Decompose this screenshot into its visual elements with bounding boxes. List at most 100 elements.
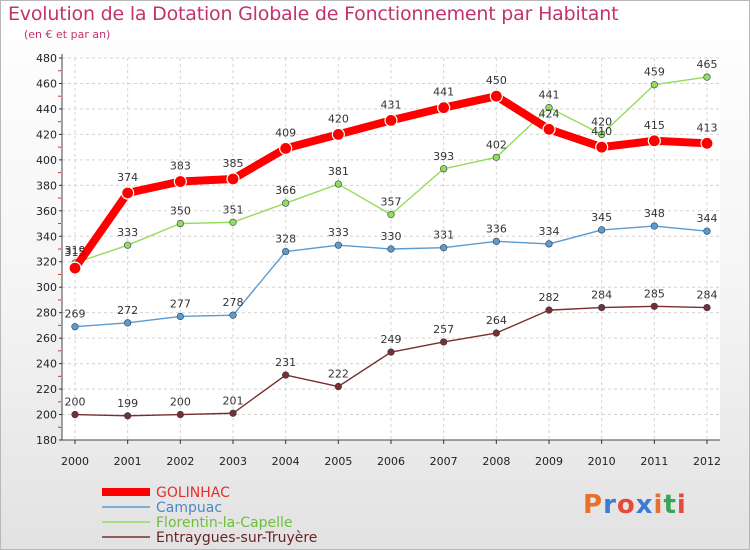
data-point: [387, 211, 395, 219]
data-point: [545, 306, 553, 314]
data-point: [176, 312, 184, 321]
x-tick-label: 2008: [482, 455, 510, 468]
data-label: 420: [328, 112, 349, 125]
data-label: 350: [170, 205, 191, 218]
legend-entry: Campuac: [156, 500, 222, 516]
data-label: 284: [697, 289, 718, 302]
data-label: 334: [539, 225, 560, 238]
data-point: [440, 338, 448, 346]
y-tick-label: 380: [36, 179, 57, 192]
legend-entry: Entraygues-sur-Truyère: [156, 530, 317, 546]
x-tick-label: 2005: [324, 455, 352, 468]
x-tick-label: 2006: [377, 455, 405, 468]
data-label: 465: [697, 58, 718, 71]
data-point: [492, 153, 500, 161]
y-tick-label: 360: [36, 205, 57, 218]
data-point: [647, 134, 661, 148]
data-label: 330: [381, 230, 402, 243]
data-point: [703, 227, 711, 235]
data-label: 385: [223, 157, 244, 170]
y-tick-label: 340: [36, 230, 57, 243]
x-tick-label: 2002: [166, 455, 194, 468]
data-point: [282, 371, 290, 379]
data-label: 331: [433, 229, 454, 242]
data-label: 393: [433, 150, 454, 163]
data-point: [440, 165, 448, 173]
y-tick-label: 300: [36, 281, 57, 294]
data-point: [598, 303, 606, 312]
data-point: [598, 130, 606, 138]
data-label: 410: [591, 125, 612, 138]
data-label: 441: [433, 86, 454, 99]
data-point: [703, 303, 711, 312]
x-tick-label: 2003: [219, 455, 247, 468]
data-point: [173, 174, 187, 189]
data-label: 409: [275, 126, 296, 139]
data-point: [334, 180, 342, 188]
series-0: 315 374 383 385 409 420 431 441 450 424 410 415 413: [65, 74, 718, 275]
data-point: [437, 101, 451, 115]
data-point: [226, 172, 240, 186]
data-point: [387, 245, 395, 253]
data-point: [598, 226, 606, 234]
data-point: [229, 409, 237, 417]
proxiti-logo: Proxiti: [583, 490, 687, 520]
data-label: 420: [591, 115, 612, 128]
data-label: 282: [539, 291, 560, 304]
data-point: [282, 247, 290, 256]
data-point: [595, 140, 609, 154]
y-tick-label: 260: [36, 332, 57, 345]
data-label: 333: [117, 226, 138, 239]
data-label: 201: [223, 394, 244, 407]
data-label: 328: [275, 233, 296, 246]
y-tick-label: 440: [36, 103, 57, 116]
data-point: [384, 113, 398, 127]
y-tick-label: 480: [36, 52, 57, 65]
x-tick-label: 2010: [588, 455, 616, 468]
data-point: [331, 127, 345, 141]
x-tick-label: 2000: [61, 455, 89, 468]
x-tick-label: 2004: [272, 455, 300, 468]
data-label: 415: [644, 119, 665, 132]
logo-letter: P: [583, 490, 604, 520]
data-label: 284: [591, 289, 612, 302]
data-label: 344: [697, 212, 718, 225]
data-label: 345: [591, 211, 612, 224]
legend: GOLINHACCampuacFlorentin-la-CapelleEntra…: [102, 485, 317, 546]
data-point: [71, 323, 79, 331]
data-label: 441: [539, 89, 560, 102]
data-label: 348: [644, 207, 665, 220]
logo-letter: i: [676, 490, 687, 520]
data-label: 366: [275, 184, 296, 197]
data-point: [703, 73, 711, 81]
data-label: 424: [539, 107, 560, 120]
y-tick-label: 180: [36, 434, 57, 447]
y-tick-label: 280: [36, 307, 57, 320]
y-tick-label: 200: [36, 409, 57, 422]
y-tick-label: 240: [36, 358, 57, 371]
data-label: 374: [117, 171, 138, 184]
data-label: 402: [486, 138, 507, 151]
chart-subtitle: (en € et par an): [24, 28, 111, 41]
x-tick-label: 2009: [535, 455, 563, 468]
x-tick-label: 2007: [430, 455, 458, 468]
data-point: [68, 261, 82, 275]
data-label: 315: [65, 246, 86, 259]
data-point: [542, 122, 556, 136]
data-label: 357: [381, 196, 402, 209]
data-point: [124, 241, 132, 249]
data-label: 459: [644, 66, 665, 79]
data-point: [650, 222, 658, 230]
data-point: [229, 218, 237, 226]
data-point: [176, 410, 184, 419]
data-label: 249: [381, 333, 402, 346]
y-tick-label: 420: [36, 128, 57, 141]
data-point: [387, 348, 395, 356]
data-label: 333: [328, 226, 349, 239]
data-point: [334, 382, 342, 391]
data-label: 199: [117, 397, 138, 410]
legend-entry: Florentin-la-Capelle: [156, 515, 293, 531]
logo-letter: t: [663, 490, 677, 520]
